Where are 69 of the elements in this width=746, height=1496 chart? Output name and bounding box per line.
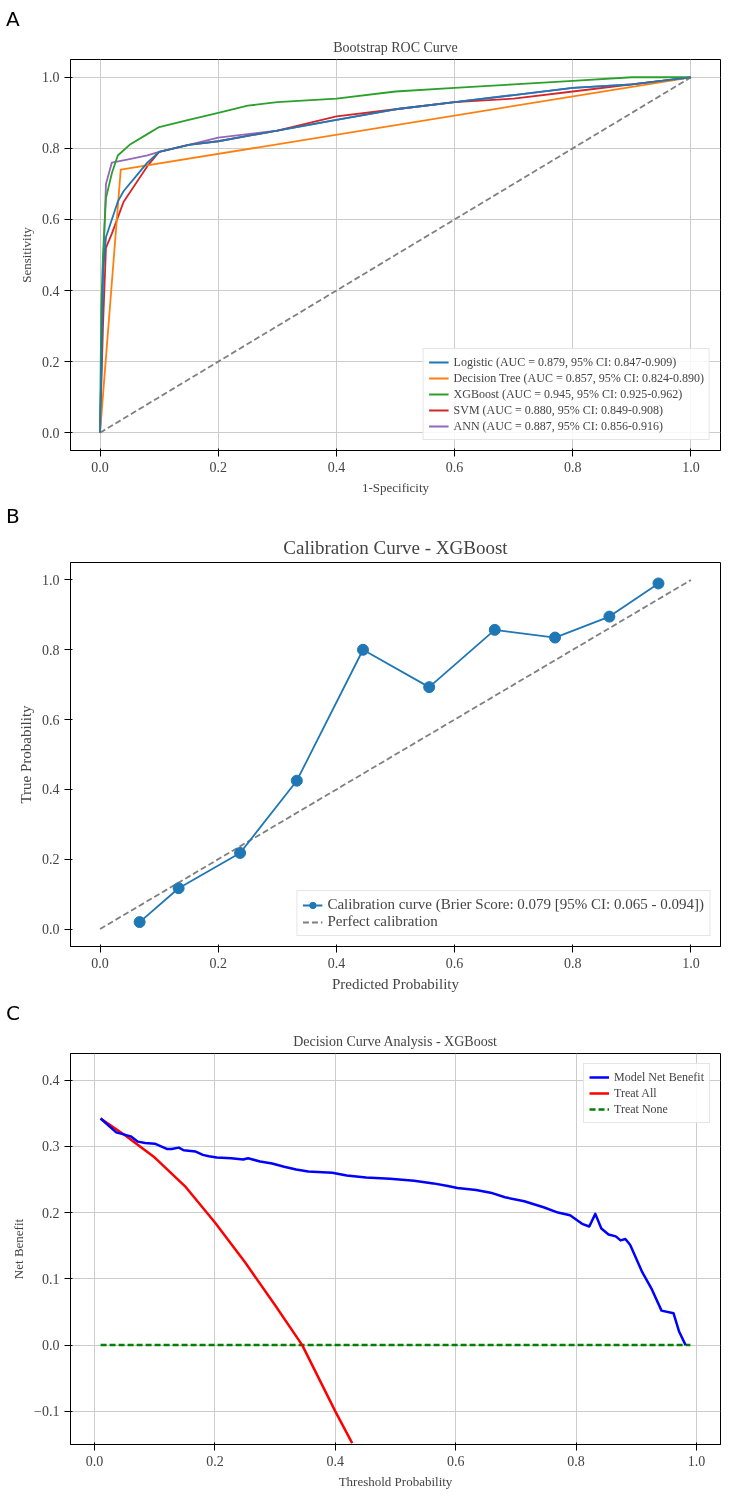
y-tick-label: 0.2 [42,852,60,868]
y-tick-label: 0.4 [42,1073,60,1089]
x-axis-title: Threshold Probability [338,1473,453,1489]
x-tick-label: 0.2 [209,459,227,475]
x-axis-title: Predicted Probability [331,975,460,992]
legend-label: Calibration curve (Brier Score: 0.079 [95% CI: 0.065 - 0.094]) [327,896,704,913]
y-tick-label: −0.1 [34,1404,60,1420]
y-tick-label: 0.6 [42,712,60,728]
text: A [6,6,20,33]
y-tick-label: 0.8 [42,642,60,658]
y-tick-label: 1.0 [42,70,60,86]
y-tick-label: 1.0 [42,572,60,588]
point [234,846,247,859]
x-tick-label: 1.0 [682,955,700,971]
x-tick-label: 0.0 [91,955,109,971]
x-tick-label: 0.4 [327,955,346,971]
legend-label: Decision Tree (AUC = 0.857, 95% CI: 0.824-0.890) [453,370,704,386]
x-tick-label: 0.8 [564,459,582,475]
y-tick-label: 0.1 [42,1271,60,1287]
legend-label: Perfect calibration [327,913,438,930]
point [652,577,665,590]
y-tick-label: 0.0 [42,922,60,938]
text: B [6,503,20,530]
y-tick-label: 0.4 [42,283,60,299]
point [603,610,616,623]
point [423,681,436,694]
x-tick-label: 0.6 [445,459,464,475]
x-tick-label: 0.6 [446,1453,465,1469]
y-tick-label: 0.3 [42,1139,60,1155]
legend-label: Model Net Benefit [614,1069,704,1085]
chart-title: Bootstrap ROC Curve [333,39,458,55]
x-tick-label: 0.4 [327,459,346,475]
y-tick-label: 0.0 [42,1338,60,1354]
legend-label: Treat None [614,1101,668,1117]
x-tick-label: 0.0 [85,1453,104,1469]
point [357,643,369,656]
legend-label: Treat All [614,1085,657,1101]
legend-label: XGBoost (AUC = 0.945, 95% CI: 0.925-0.962) [453,386,683,402]
point [290,774,303,787]
point [172,882,185,895]
y-tick-label: 0.4 [42,782,60,798]
text: C [6,1000,20,1027]
chart-title: Decision Curve Analysis - XGBoost [293,1033,498,1049]
y-tick-label: 0.6 [42,212,60,228]
point [133,916,146,929]
y-tick-label: 0.2 [42,1205,60,1221]
legend-label: SVM (AUC = 0.880, 95% CI: 0.849-0.908) [453,402,664,418]
x-tick-label: 0.8 [564,955,582,971]
legend-label: ANN (AUC = 0.887, 95% CI: 0.856-0.916) [453,418,663,434]
x-tick-label: 0.6 [445,955,464,971]
y-axis-title: Sensitivity [19,226,34,283]
x-tick-label: 1.0 [682,459,700,475]
x-tick-label: 1.0 [687,1453,706,1469]
x-tick-label: 0.2 [206,1453,224,1469]
x-tick-label: 0.2 [209,955,227,971]
legend-label: Logistic (AUC = 0.879, 95% CI: 0.847-0.909) [453,354,677,370]
y-tick-label: 0.0 [42,425,60,441]
y-tick-label: 0.2 [42,354,60,370]
point [488,623,501,636]
x-tick-label: 0.0 [91,459,109,475]
x-tick-label: 0.4 [326,1453,345,1469]
y-tick-label: 0.8 [42,141,60,157]
x-tick-label: 0.8 [567,1453,585,1469]
x-axis-title: 1-Specificity [361,479,430,495]
chart-title: Calibration Curve - XGBoost [283,536,509,558]
line-series [99,1117,687,1347]
point [549,631,562,644]
y-axis-title: Net Benefit [11,1218,27,1280]
y-axis-title: True Probability [18,704,34,804]
